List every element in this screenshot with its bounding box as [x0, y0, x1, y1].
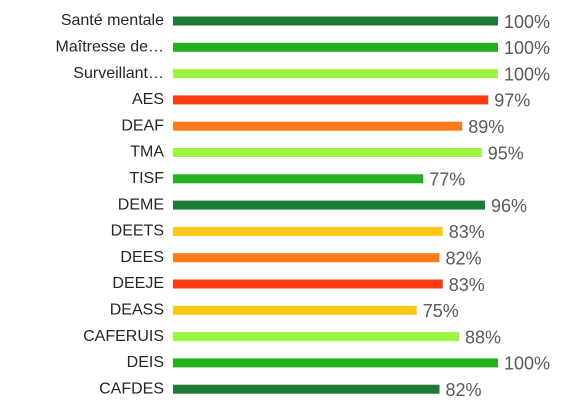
bar	[173, 16, 498, 26]
category-label: TMA	[130, 144, 164, 161]
value-label: 95%	[488, 143, 524, 163]
bar	[173, 226, 443, 236]
bar	[173, 95, 489, 105]
bar	[173, 174, 424, 184]
category-label: Surveillant…	[73, 65, 164, 82]
bar	[173, 42, 498, 52]
value-label: 77%	[429, 170, 465, 190]
value-label: 75%	[423, 301, 459, 321]
value-label: 83%	[449, 275, 485, 295]
category-label: DEETS	[111, 223, 164, 240]
bar	[173, 148, 482, 157]
value-label: 83%	[449, 222, 485, 242]
category-label: DEES	[120, 249, 164, 266]
value-label: 89%	[468, 117, 504, 137]
value-label: 82%	[446, 380, 482, 400]
category-label: Maîtresse de…	[56, 39, 164, 56]
category-label: Santé mentale	[61, 12, 164, 29]
bar	[173, 121, 463, 131]
value-label: 100%	[504, 354, 550, 374]
category-label: DEAF	[121, 117, 164, 134]
category-label: CAFDES	[99, 380, 164, 397]
value-label: 100%	[504, 64, 550, 84]
bar	[173, 279, 443, 289]
value-label: 88%	[465, 327, 501, 347]
bar	[173, 358, 498, 368]
bar	[173, 69, 498, 79]
value-label: 97%	[494, 91, 530, 111]
value-label: 96%	[491, 196, 527, 216]
bar	[173, 200, 485, 210]
value-label: 82%	[446, 248, 482, 268]
category-label: CAFERUIS	[83, 328, 164, 345]
bar	[173, 384, 440, 394]
bar	[173, 332, 459, 342]
category-label: AES	[132, 91, 164, 108]
category-label: DEIS	[127, 354, 164, 371]
bar	[173, 253, 440, 263]
category-label: TISF	[129, 170, 164, 187]
category-label: DEASS	[110, 302, 164, 319]
category-label: DEEJE	[112, 275, 164, 292]
bar	[173, 305, 417, 315]
category-label: DEME	[118, 196, 164, 213]
value-label: 100%	[504, 12, 550, 32]
value-label: 100%	[504, 38, 550, 58]
